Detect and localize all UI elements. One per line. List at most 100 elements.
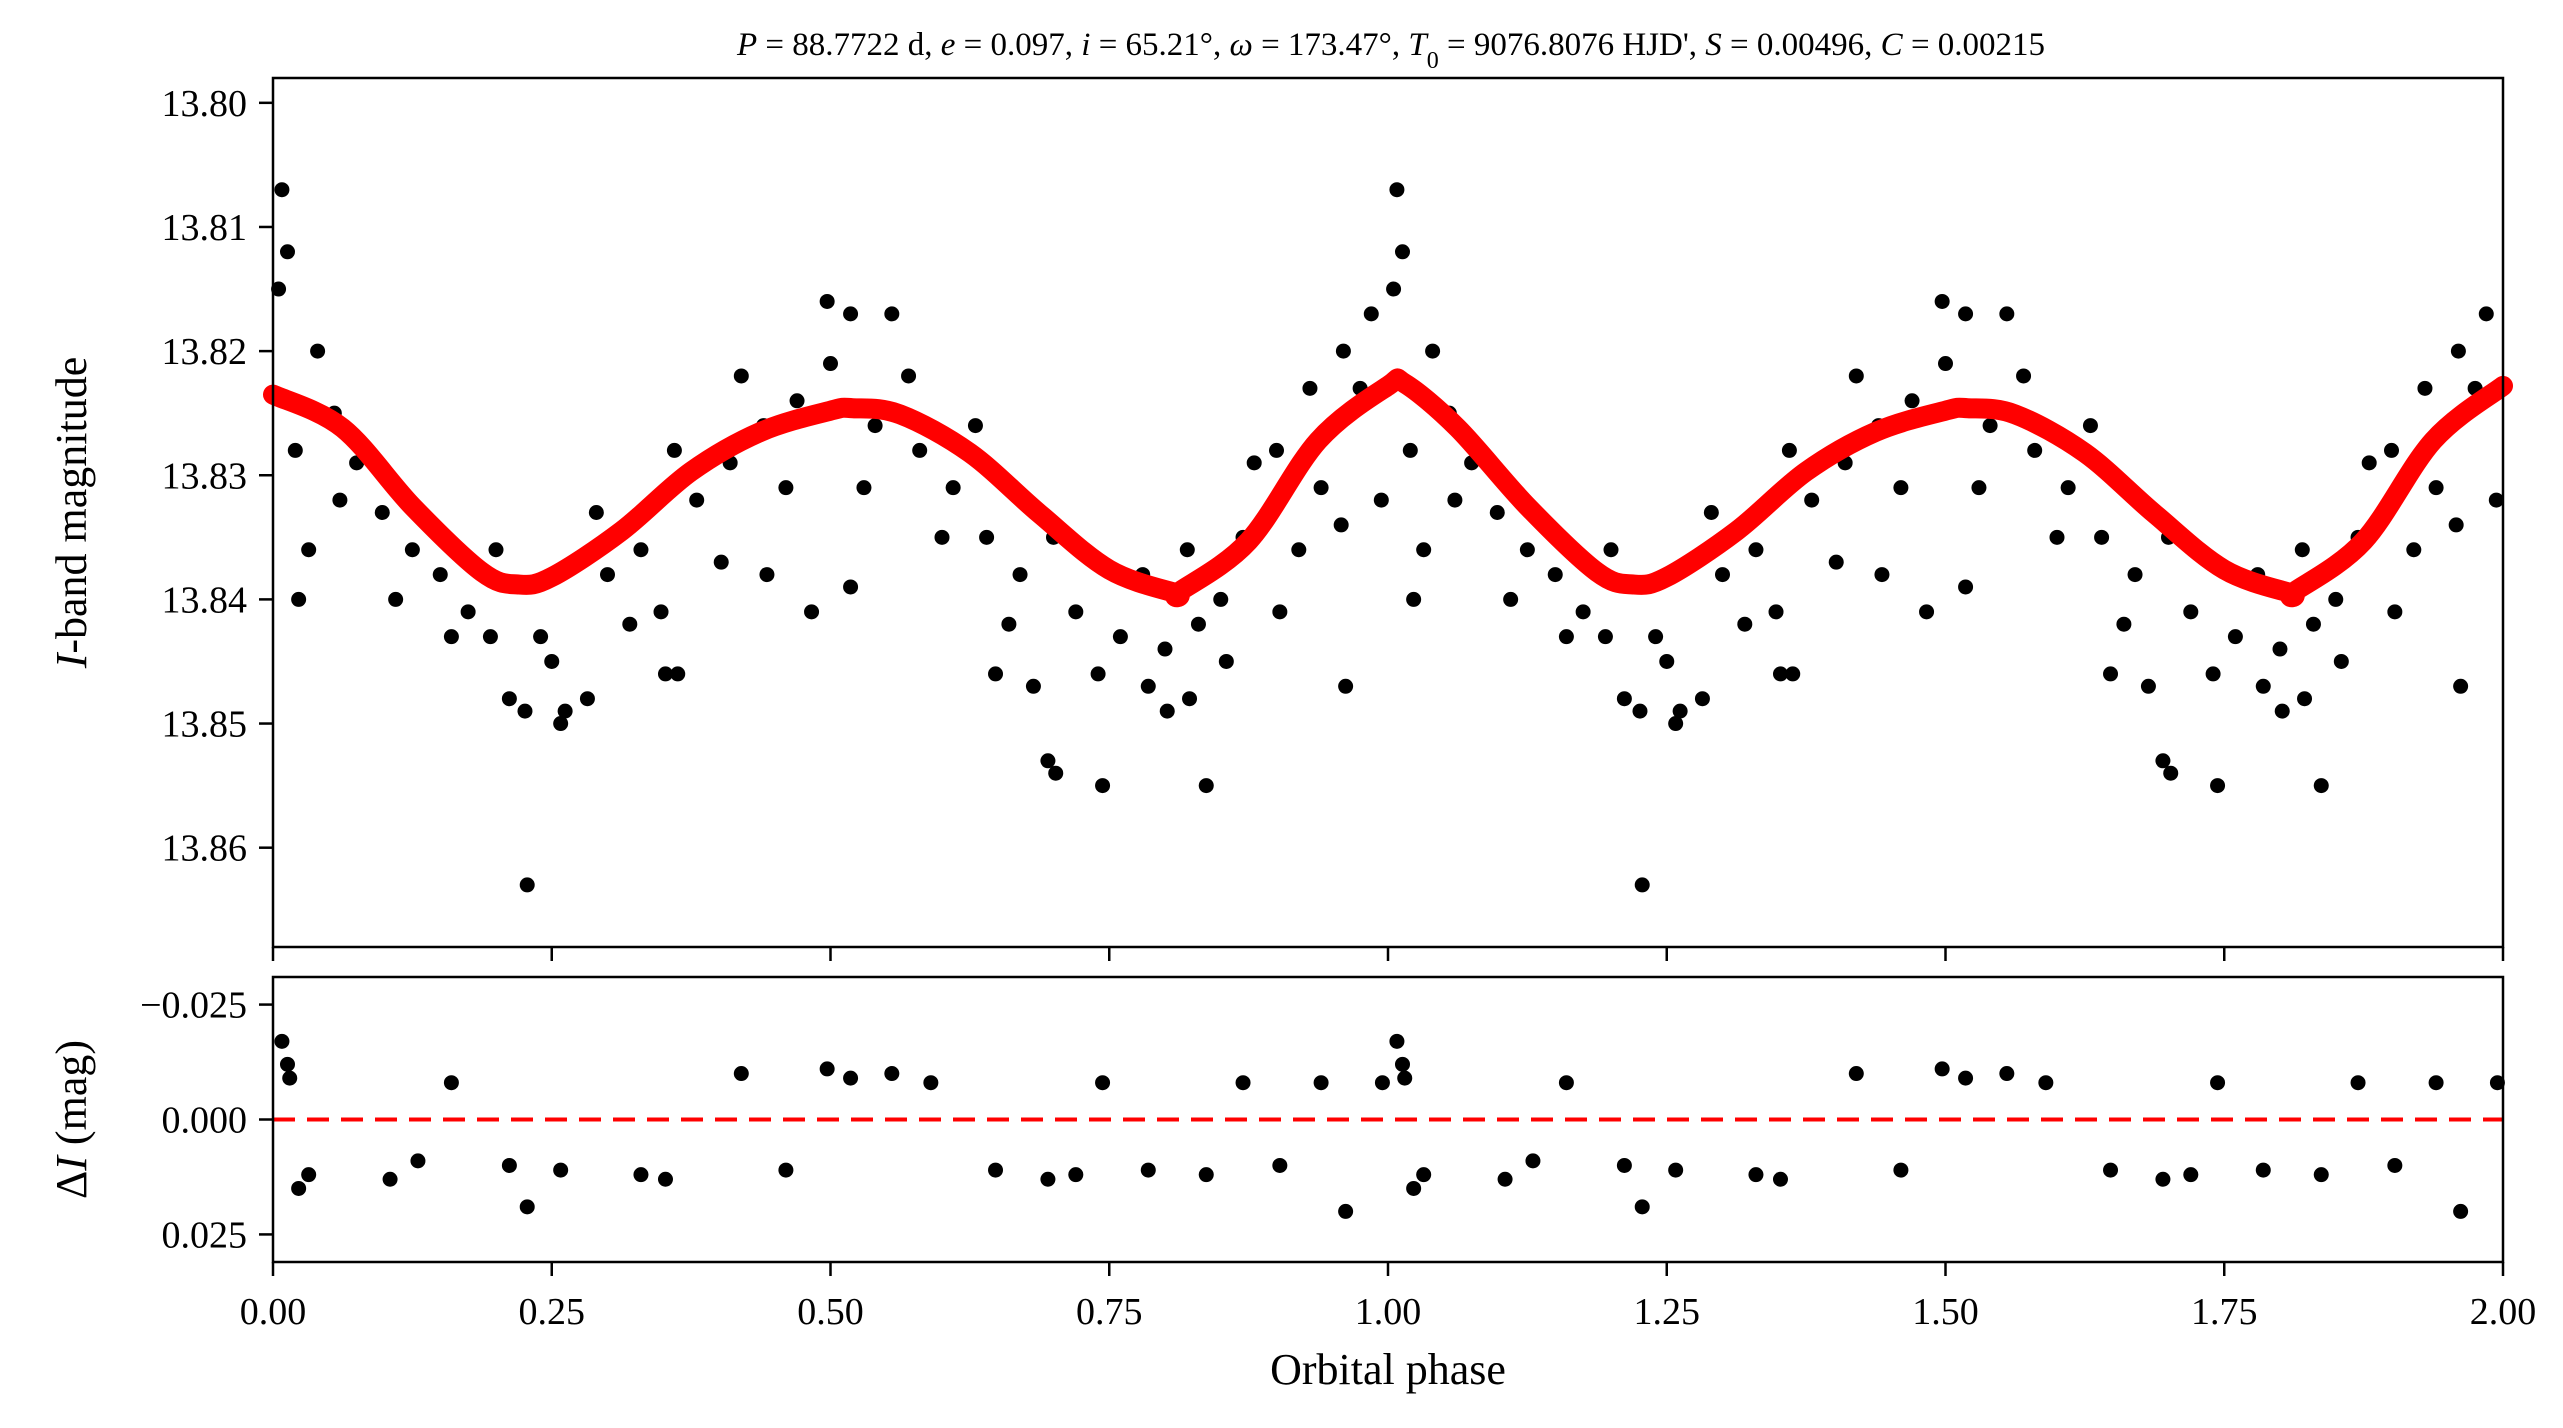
observation-point [2387,604,2403,620]
observation-point [1919,604,1935,620]
observation-point [2361,455,2377,471]
observation-point [2205,666,2221,682]
observation-point [1095,778,1111,794]
observation-point [759,567,775,583]
observation-point [1269,442,1284,458]
x-tick-label: 1.50 [1912,1291,1979,1333]
observation-point [2116,616,2132,632]
residual-point [1525,1153,1541,1169]
observation-point [2272,641,2288,657]
observation-point [2328,591,2344,607]
observation-point [979,529,995,545]
observation-point [912,442,928,458]
observation-point [2297,691,2313,707]
observation-point [1904,393,1920,409]
residual-point [501,1157,517,1173]
observation-point [1982,418,1998,434]
observation-point [1363,306,1379,322]
observation-point [622,616,638,632]
residual-point [301,1167,317,1183]
top-y-tick-label: 13.80 [162,83,248,125]
residual-point [1893,1162,1909,1178]
residual-point [410,1153,426,1169]
observation-point [1603,542,1619,558]
observation-point [2127,567,2143,583]
observation-point [1386,281,1402,297]
observation-point [1198,778,1214,794]
residual-point [923,1075,939,1091]
top-y-tick-label: 13.85 [162,704,248,746]
observation-point [988,666,1004,682]
observation-point [2450,343,2466,359]
x-axis-label: Orbital phase [1270,1345,1506,1394]
residual-point [1235,1075,1251,1091]
residual-point [2038,1075,2054,1091]
residual-point [1748,1167,1764,1183]
x-tick-label: 0.75 [1076,1291,1143,1333]
observation-point [517,703,533,719]
observation-point [1934,293,1950,309]
top-panel: 13.80 13.81 13.82 13.83 13.84 13.85 13.86 I-ba… [47,76,2513,961]
residual-point [279,1056,295,1072]
chart-title: P = 88.7722 d, e = 0.097, i = 65.21°, ω … [736,27,2045,74]
residual-point [2210,1075,2226,1091]
residual-point [2183,1167,2199,1183]
observation-point [2094,529,2110,545]
residual-point [1848,1066,1864,1082]
x-tick-label: 1.25 [1634,1291,1701,1333]
observation-point [1503,591,1519,607]
observation-point [519,877,535,893]
observation-point [689,492,705,508]
observation-point [2027,442,2043,458]
x-tick-label: 2.00 [2470,1291,2537,1333]
observation-point [2333,653,2349,669]
residual-point [2387,1157,2403,1173]
observation-point [1272,604,1288,620]
observation-point [271,281,287,297]
observation-point [1373,492,1389,508]
observation-point [733,368,749,384]
x-tick-label: 0.25 [519,1291,586,1333]
residual-point [1198,1167,1214,1183]
residual-point [1934,1061,1950,1077]
residual-point [282,1070,298,1086]
observation-point [404,542,420,558]
observation-point [867,418,883,434]
observation-point [1218,653,1234,669]
residual-point [382,1171,398,1187]
observation-point [2163,765,2179,781]
observation-point [1958,579,1974,595]
residual-point [1999,1066,2015,1082]
observation-point [1112,629,1128,645]
observation-point [1048,765,1064,781]
residual-point [988,1162,1004,1178]
observation-point [287,442,303,458]
observation-point [2417,380,2433,396]
residual-point [733,1066,749,1082]
observation-point [374,505,390,520]
observation-point [1785,666,1801,682]
residual-point [1668,1162,1684,1178]
observation-point [1338,678,1354,694]
observation-point [1703,505,1719,520]
observation-point [670,666,686,682]
observation-point [778,480,794,496]
observation-point [279,244,295,260]
observation-point [1090,666,1106,682]
top-x-ticks [271,947,2505,961]
observation-point [1246,455,1262,471]
observation-point [291,591,307,607]
observation-point [2082,418,2098,434]
residual-point [1272,1157,1288,1173]
observation-point [1489,505,1505,520]
top-y-tick-label: 13.82 [162,331,248,373]
observation-point [1597,629,1613,645]
residual-point [778,1162,794,1178]
residual-point [1313,1075,1329,1091]
residual-point [1397,1070,1413,1086]
observation-point [2060,480,2076,496]
observation-point [1558,629,1574,645]
observation-point [1958,306,1974,322]
observation-point [2406,542,2422,558]
